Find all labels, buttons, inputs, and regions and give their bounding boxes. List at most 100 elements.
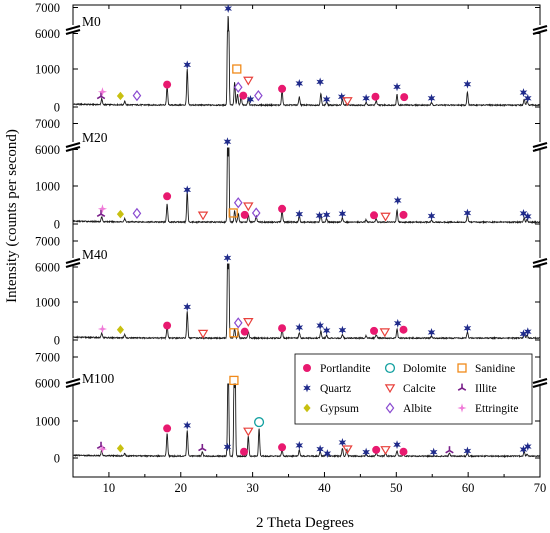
y-axis-label: Intensity (counts per second) [4,129,20,303]
x-tick-label: 40 [318,481,331,495]
marker-quartz [519,329,528,339]
legend-marker-portlandite [303,364,311,372]
axis-break-mark [65,145,81,153]
axis-break-mark [532,261,548,269]
marker-ettringite [97,87,108,97]
x-tick-label: 20 [175,481,188,495]
marker-ettringite [97,444,108,454]
legend-marker-ettringite [457,403,467,413]
marker-quartz [338,325,347,335]
marker-quartz [393,196,402,205]
marker-calcite [380,446,391,456]
marker-portlandite [399,210,408,219]
legend-marker-illite [457,383,467,391]
axis-break-mark [65,24,81,32]
legend-marker-calcite [384,384,396,394]
legend-box [294,353,533,425]
marker-quartz [337,92,346,102]
marker-portlandite [278,443,287,452]
x-tick-label: 70 [534,481,547,495]
marker-calcite [243,76,254,86]
marker-gypsum [116,444,124,453]
marker-portlandite [278,204,287,213]
axis-break-mark [532,24,548,32]
marker-quartz [519,445,528,454]
y-tick-label: 0 [54,218,60,232]
y-tick-label: 7000 [35,351,60,365]
marker-quartz [246,94,255,104]
axis-break-mark [65,257,81,265]
marker-portlandite [239,91,248,100]
y-tick-label: 6000 [35,377,60,391]
marker-portlandite [399,447,408,456]
marker-quartz [427,93,436,103]
marker-quartz [338,209,347,219]
marker-quartz [523,211,532,221]
marker-quartz [463,446,472,456]
marker-quartz [183,421,192,430]
marker-quartz [362,93,370,103]
marker-gypsum [116,91,124,101]
marker-quartz [322,326,331,335]
legend-label: Illite [475,383,497,395]
marker-portlandite [400,93,409,102]
marker-quartz [523,93,532,103]
legend-marker-albite [385,402,395,414]
marker-quartz [183,60,192,70]
legend-label: Gypsum [320,403,359,415]
marker-albite [251,207,261,219]
x-tick-label: 10 [103,481,116,495]
marker-quartz [523,442,532,451]
axis-break-mark [65,141,81,149]
marker-gypsum [116,209,124,219]
marker-quartz [463,208,472,218]
y-tick-label: 7000 [35,235,60,249]
axis-break-mark [532,377,548,385]
y-tick-label: 1000 [35,415,60,429]
marker-quartz [315,211,324,221]
marker-quartz [429,447,438,457]
marker-quartz [295,209,304,219]
x-tick-label: 30 [246,481,259,495]
legend-label: Quartz [320,383,351,395]
marker-quartz [322,210,331,220]
marker-calcite [243,427,254,437]
x-tick-label: 50 [390,481,403,495]
marker-sanidine [232,64,242,74]
axis-break-mark [65,28,81,36]
marker-gypsum [116,325,124,334]
marker-quartz [519,208,528,218]
marker-portlandite [278,324,287,333]
marker-ettringite [97,204,108,214]
legend-label: Calcite [403,383,436,395]
marker-calcite [197,329,209,339]
y-tick-label: 0 [54,452,60,466]
y-tick-label: 7000 [35,117,60,131]
marker-quartz [223,442,232,452]
y-tick-label: 7000 [35,1,60,15]
panel-label: M40 [82,247,108,262]
marker-quartz [393,82,401,92]
marker-portlandite [163,424,172,433]
marker-quartz [427,211,436,221]
marker-illite [198,443,207,452]
marker-illite [96,441,106,450]
marker-quartz [316,321,324,330]
xrd-trace-m100 [72,383,541,459]
legend-label: Sanidine [475,363,515,375]
panel-label: M100 [82,371,115,386]
axis-break-mark [65,377,81,385]
legend-label: Albite [403,403,432,415]
xrd-trace-m40 [72,263,541,341]
marker-quartz [223,253,232,263]
legend-marker-gypsum [303,403,311,413]
axis-break-mark [65,381,81,389]
marker-albite [233,81,243,93]
y-tick-label: 6000 [35,27,60,41]
marker-quartz [322,94,331,104]
marker-albite [254,89,263,102]
marker-quartz [316,444,324,454]
legend-marker-dolomite [384,362,396,374]
marker-quartz [323,449,332,458]
